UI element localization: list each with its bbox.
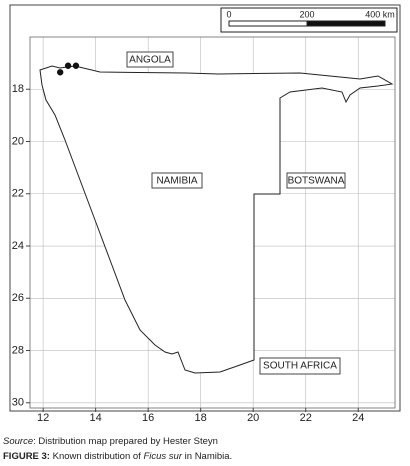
caption-text: Known distribution of <box>49 451 144 462</box>
figure-label: FIGURE 3: <box>3 451 50 462</box>
species-name: Ficus sur <box>143 451 183 462</box>
x-tick-label: 22 <box>300 412 312 424</box>
x-tick-label: 24 <box>352 412 364 424</box>
y-tick-label: 28 <box>12 344 24 356</box>
label-box <box>259 357 341 375</box>
record-point <box>72 62 80 69</box>
country-label: SOUTH AFRICA <box>263 361 337 372</box>
scale-segment <box>306 20 386 27</box>
y-tick-label: 18 <box>12 83 24 95</box>
source-text: : Distribution map prepared by Hester St… <box>33 436 218 447</box>
map-frame <box>9 4 401 412</box>
x-tick-label: 20 <box>247 412 259 424</box>
source-label: Source <box>3 436 34 447</box>
y-tick-label: 26 <box>12 292 24 304</box>
record-point <box>64 62 72 69</box>
marks <box>56 62 80 76</box>
plot-frame <box>29 36 396 409</box>
country-label: NAMIBIA <box>156 176 197 187</box>
scale-label: 0 <box>226 9 231 19</box>
namibia-outline <box>39 65 394 374</box>
scale-box <box>220 7 398 33</box>
x-tick-label: 14 <box>90 412 102 424</box>
label-box <box>126 51 174 68</box>
scale-label: 400 km <box>365 9 395 19</box>
y-tick-label: 20 <box>12 135 24 147</box>
label-box <box>286 172 346 189</box>
y-tick-label: 24 <box>12 240 24 252</box>
caption-text: in Namibia. <box>182 451 233 462</box>
country-label: BOTSWANA <box>288 176 345 187</box>
label-box <box>151 172 203 189</box>
country-label: ANGOLA <box>129 55 171 66</box>
record-point <box>56 69 64 76</box>
source-line: Source: Distribution map prepared by Hes… <box>3 436 218 447</box>
scale-segment <box>228 20 308 27</box>
y-tick-label: 22 <box>12 188 24 200</box>
y-tick-label: 30 <box>12 397 24 409</box>
figure-caption: FIGURE 3: Known distribution of Ficus su… <box>3 451 232 462</box>
x-tick-label: 16 <box>142 412 154 424</box>
x-tick-label: 18 <box>195 412 207 424</box>
scale-label: 200 <box>299 9 314 19</box>
map: 0 200 400 km ANGOLA NAMIBIA BOTSWANA SOU… <box>9 4 401 424</box>
x-tick-label: 12 <box>37 412 49 424</box>
